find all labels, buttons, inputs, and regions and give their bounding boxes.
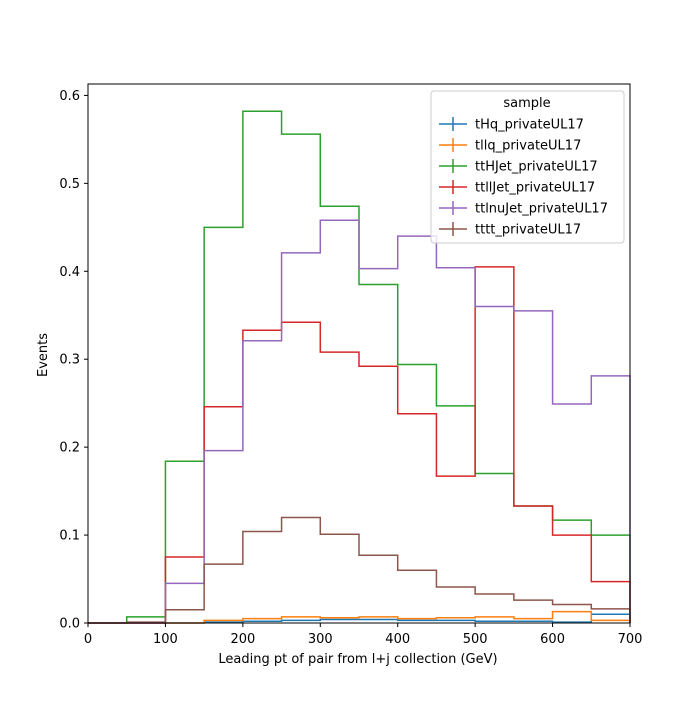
y-tick-label: 0.1 — [59, 529, 80, 544]
x-tick-label: 0 — [84, 632, 92, 647]
y-axis-ticks: 0.0 0.1 0.2 0.3 0.4 0.5 0.6 — [59, 89, 88, 632]
y-tick-label: 0.2 — [59, 441, 80, 456]
x-axis-ticks: 0 100 200 300 400 500 600 700 — [84, 623, 643, 647]
y-axis-label: Events — [36, 333, 51, 377]
x-tick-label: 500 — [463, 632, 488, 647]
legend-label: tllq_privateUL17 — [475, 139, 581, 154]
x-tick-label: 400 — [385, 632, 410, 647]
legend-label: ttHJet_privateUL17 — [475, 160, 598, 175]
plot-frame — [87, 83, 631, 624]
legend-label: ttlnuJet_privateUL17 — [475, 202, 608, 217]
legend-entry: ttlnuJet_privateUL17 — [439, 201, 608, 217]
x-tick-label: 700 — [618, 632, 643, 647]
histogram-series-layer — [88, 110, 631, 624]
x-tick-label: 100 — [153, 632, 178, 647]
legend-entry: ttHJet_privateUL17 — [439, 159, 598, 175]
series-tttt_privateUL17 — [88, 516, 631, 624]
legend-box — [430, 90, 625, 244]
legend-label: ttllJet_privateUL17 — [475, 181, 595, 196]
x-tick-label: 200 — [230, 632, 255, 647]
legend-entry: tllq_privateUL17 — [439, 138, 581, 154]
series-tllq_privateUL17 — [88, 610, 631, 624]
series-ttlnuJet_privateUL17 — [88, 219, 631, 624]
legend: sample tHq_privateUL17 tllq_privateUL17tt… — [430, 90, 625, 244]
x-axis-label: Leading pt of pair from l+j collection (… — [218, 652, 497, 667]
y-tick-label: 0.3 — [59, 353, 80, 368]
legend-label: tttt_privateUL17 — [475, 223, 581, 238]
y-tick-label: 0.5 — [59, 177, 80, 192]
y-tick-label: 0.6 — [59, 89, 80, 104]
legend-entry: tttt_privateUL17 — [439, 222, 581, 238]
x-tick-label: 300 — [308, 632, 333, 647]
legend-label: tHq_privateUL17 — [475, 118, 584, 133]
y-tick-label: 0.0 — [59, 617, 80, 632]
legend-entry: tHq_privateUL17 — [439, 117, 584, 133]
legend-entry: ttllJet_privateUL17 — [439, 180, 595, 196]
y-tick-label: 0.4 — [59, 265, 80, 280]
x-tick-label: 600 — [540, 632, 565, 647]
legend-title: sample — [503, 96, 550, 111]
